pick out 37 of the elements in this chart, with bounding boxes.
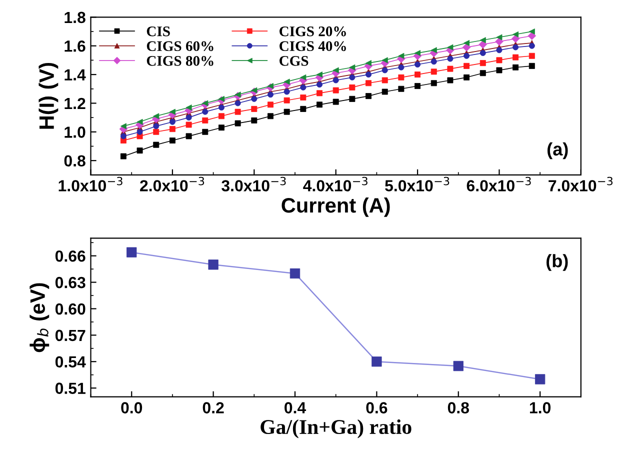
legend-label: CIGS 60%: [146, 41, 214, 52]
y-tick-label: 0.54: [55, 356, 86, 368]
annotation: (b): [546, 254, 568, 271]
y-axis-title: H(I) (V): [38, 62, 58, 129]
x-tick-label: 5.0x10$^{−3}$: [385, 176, 450, 192]
y-tick-label: 0.66: [55, 250, 86, 262]
x-tick-label: 3.0x10$^{−3}$: [222, 176, 286, 192]
y-tick-label: 1.0: [64, 126, 86, 138]
x-tick-label: 0.6: [366, 402, 388, 414]
x-axis-title: Current (A): [282, 197, 390, 217]
y-tick-label: 0.63: [55, 276, 86, 288]
x-tick-label: 0.4: [284, 402, 306, 414]
y-tick-label: 1.4: [64, 69, 86, 80]
x-tick-label: 0.0: [121, 402, 142, 414]
y-tick-label: 1.2: [64, 98, 86, 110]
x-tick-label: 1.0: [530, 402, 551, 414]
legend-label: CGS: [280, 56, 308, 66]
y-tick-label: 1.6: [64, 40, 86, 52]
legend-label: CIGS 40%: [280, 41, 346, 52]
x-tick-label: 6.0x10$^{−3}$: [466, 176, 531, 192]
y-tick-label: 0.8: [64, 155, 86, 167]
y-tick-label: 0.51: [55, 382, 86, 394]
y-tick-label: 1.8: [64, 12, 86, 24]
legend-label: CIGS 80%: [146, 56, 214, 66]
x-tick-label: 1.0x10$^{−3}$: [58, 176, 122, 192]
x-tick-label: 0.2: [202, 402, 224, 414]
x-tick-label: 0.8: [448, 402, 469, 414]
y-axis-title: ϕ$_{b}$ (eV): [30, 283, 50, 352]
x-tick-label: 2.0x10$^{−3}$: [140, 176, 204, 192]
x-axis-title: Ga/(In+Ga) ratio: [260, 419, 412, 438]
legend-label: CIS: [146, 26, 170, 36]
y-tick-label: 0.60: [55, 303, 86, 315]
x-tick-label: 4.0x10$^{−3}$: [303, 176, 368, 192]
annotation: (a): [548, 142, 568, 160]
legend-label: CIGS 20%: [280, 26, 346, 36]
x-tick-label: 7.0x10$^{−3}$: [548, 176, 613, 192]
y-tick-label: 0.57: [55, 330, 86, 342]
